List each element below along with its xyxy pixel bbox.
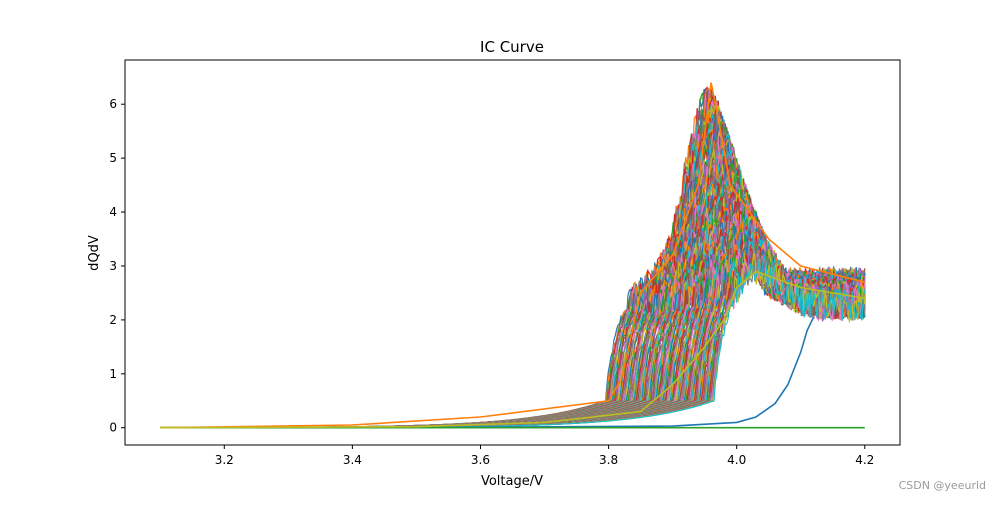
y-tick-label: 1 — [109, 367, 117, 381]
ic-curve-line — [160, 147, 866, 429]
x-tick-label: 3.4 — [343, 453, 362, 467]
ic-curve-line — [160, 145, 866, 429]
ic-curve-line — [160, 152, 866, 429]
x-tick-label: 3.8 — [599, 453, 618, 467]
ic-curve-line — [160, 181, 866, 429]
ic-curve-line — [160, 151, 866, 429]
ic-curve-line — [160, 252, 866, 429]
x-tick-label: 3.2 — [215, 453, 234, 467]
y-tick-label: 5 — [109, 151, 117, 165]
ic-curve-line — [160, 163, 866, 429]
plot-frame — [124, 59, 901, 446]
y-tick-label: 3 — [109, 259, 117, 273]
ic-curve-line — [160, 170, 866, 429]
watermark: CSDN @yeeurld — [898, 479, 986, 492]
ic-curve-line — [160, 144, 866, 429]
ic-curve-line — [160, 149, 866, 429]
ic-curve-line — [160, 169, 866, 429]
ic-curve-line — [160, 167, 866, 429]
ic-curve-line — [160, 166, 866, 429]
ic-curve-line — [160, 150, 866, 429]
ic-curve-highlight — [160, 270, 865, 429]
y-tick-label: 6 — [109, 97, 117, 111]
x-axis-label: Voltage/V — [481, 474, 543, 489]
y-tick-label: 0 — [109, 421, 117, 435]
ic-curve-line — [160, 176, 866, 429]
ic-curve-line — [160, 160, 866, 429]
ic-curve-line — [160, 139, 866, 429]
x-tick-label: 4.2 — [855, 453, 874, 467]
axes-group: 3.2 3.4 3.6 3.8 4.0 4.2 0 1 2 3 4 5 6 — [109, 59, 901, 467]
y-tick-label: 4 — [109, 205, 117, 219]
ic-curve-line — [160, 141, 866, 429]
chart-title: IC Curve — [480, 38, 544, 56]
ic-curve-line — [160, 147, 866, 429]
ic-curve-line — [160, 141, 866, 429]
ic-curve-line — [160, 172, 866, 429]
ic-curve-line — [160, 138, 866, 429]
ic-curve-line — [160, 153, 866, 429]
y-tick-label: 2 — [109, 313, 117, 327]
curve-group — [160, 82, 866, 429]
x-tick-label: 4.0 — [727, 453, 746, 467]
x-tick-label: 3.6 — [471, 453, 490, 467]
ic-curve-line — [160, 181, 866, 429]
ic-curve-line — [160, 161, 866, 429]
ic-curve-line — [160, 164, 866, 429]
ic-curve-line — [160, 151, 866, 429]
ic-curve-line — [160, 155, 866, 429]
ic-curve-line — [160, 158, 866, 429]
ic-curve-line — [160, 158, 866, 429]
ic-curve-line — [160, 172, 866, 429]
ic-curve-line — [160, 171, 866, 429]
ic-curve-line — [160, 182, 866, 429]
y-axis-label: dQdV — [87, 235, 102, 271]
ic-curve-line — [160, 177, 866, 429]
ic-curve-line — [160, 177, 866, 429]
ic-curve-highlight — [160, 82, 865, 429]
ic-curve-line — [160, 164, 866, 429]
ic-curve-line — [160, 155, 866, 429]
ic-curve-line — [160, 172, 866, 429]
ic-curve-line — [160, 179, 866, 429]
ic-curve-highlight — [160, 316, 815, 429]
ic-curve-line — [160, 146, 866, 429]
ic-curve-line — [160, 163, 866, 429]
ic-curve-line — [160, 175, 866, 429]
